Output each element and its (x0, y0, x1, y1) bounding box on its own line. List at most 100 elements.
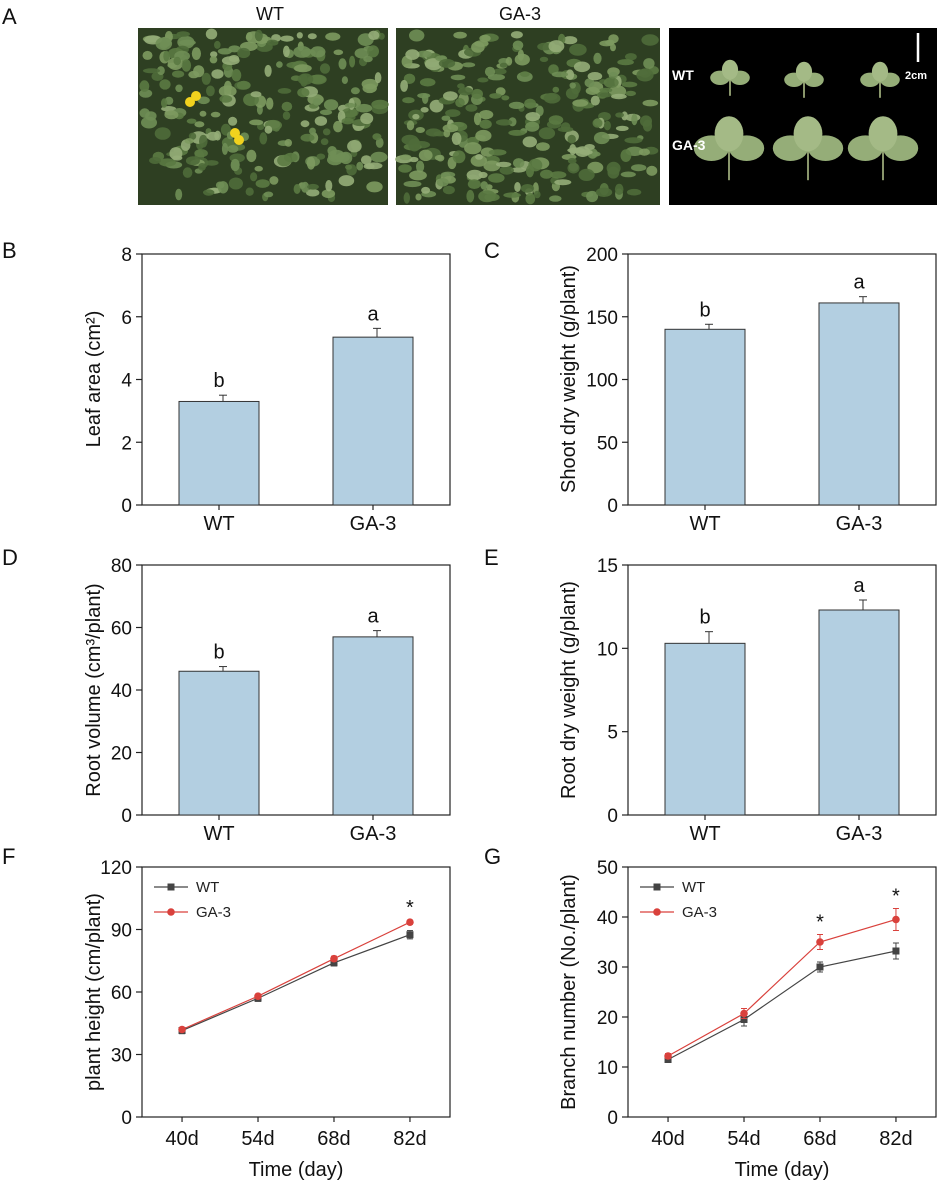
foliage-leaf (219, 95, 233, 103)
foliage-leaf (625, 90, 636, 97)
foliage-leaf (501, 95, 510, 101)
foliage-leaf (599, 92, 612, 98)
foliage-leaf (595, 187, 613, 197)
foliage-leaf (539, 56, 549, 63)
foliage-leaf (554, 179, 572, 186)
y-tick-label: 0 (121, 496, 132, 517)
foliage-leaf (314, 116, 328, 126)
foliage-leaf (231, 69, 242, 82)
foliage-leaf (172, 155, 183, 161)
foliage-leaf (297, 73, 314, 85)
data-point-wt (816, 963, 824, 971)
foliage-leaf (194, 149, 208, 158)
y-tick-label: 20 (597, 1008, 618, 1029)
foliage-leaf (266, 39, 279, 46)
foliage-leaf (347, 140, 362, 153)
foliage-leaf (615, 112, 624, 118)
y-tick-label: 15 (597, 556, 618, 577)
foliage-leaf (636, 68, 654, 82)
x-axis-title: Time (day) (735, 1159, 830, 1181)
foliage-leaf (264, 64, 272, 77)
foliage-leaf (341, 117, 354, 125)
wt-field-photo (138, 28, 389, 205)
foliage-leaf (398, 164, 412, 173)
foliage-leaf (360, 155, 372, 165)
y-tick-label: 10 (597, 1058, 618, 1079)
foliage-leaf (142, 50, 153, 60)
foliage-leaf (306, 156, 316, 170)
foliage-leaf (185, 156, 200, 166)
leaflet (793, 116, 823, 152)
foliage-leaf (478, 110, 494, 120)
foliage-leaf (217, 181, 229, 194)
foliage-leaf (610, 43, 616, 52)
panel-letter-a: A (2, 4, 17, 29)
foliage-leaf (617, 59, 634, 66)
x-tick-label: 40d (651, 1128, 684, 1150)
foliage-leaf (161, 98, 168, 108)
foliage-leaf (462, 62, 476, 68)
foliage-leaf (228, 116, 238, 126)
foliage-leaf (466, 169, 483, 181)
foliage-leaf (230, 158, 240, 172)
y-tick-label: 150 (586, 308, 618, 329)
foliage-leaf (495, 119, 513, 126)
y-tick-label: 20 (111, 744, 132, 765)
foliage-leaf (307, 33, 317, 40)
foliage-leaf (221, 142, 229, 155)
foliage-leaf (483, 160, 501, 172)
x-tick-label: WT (203, 823, 234, 845)
x-tick-label: WT (203, 513, 234, 535)
foliage-leaf (510, 167, 527, 173)
leaf-photo-label-ga3: GA-3 (672, 137, 706, 153)
foliage-leaf (179, 39, 196, 46)
foliage-leaf (514, 53, 530, 66)
foliage-leaf (495, 161, 512, 168)
panel-c: C 0 50 100 150 200 Shoot dry weight (g/plant) b… (484, 238, 937, 535)
foliage-leaf (478, 190, 496, 203)
foliage-leaf (578, 168, 595, 181)
foliage-leaf (592, 118, 603, 128)
foliage-leaf (416, 160, 425, 173)
y-tick-label: 10 (597, 639, 618, 660)
foliage-leaf (503, 192, 521, 198)
x-tick-label: 68d (803, 1128, 836, 1150)
foliage-leaf (209, 56, 218, 64)
y-axis-title: Shoot dry weight (g/plant) (558, 265, 580, 493)
x-tick-label: 82d (393, 1128, 426, 1150)
foliage-leaf (499, 165, 514, 175)
plot-frame (627, 866, 937, 1118)
x-tick-label: 82d (879, 1128, 912, 1150)
foliage-leaf (372, 133, 382, 141)
significance-star: * (892, 886, 900, 908)
foliage-leaf (615, 125, 629, 131)
x-tick-label: 68d (317, 1128, 350, 1150)
foliage-leaf (203, 189, 215, 196)
bar-wt (178, 670, 260, 816)
bar-wt (664, 642, 746, 816)
foliage-leaf (365, 162, 383, 170)
data-point-ga3 (664, 1052, 672, 1060)
foliage-leaf (255, 179, 270, 188)
legend-marker (167, 908, 175, 916)
x-tick-label: WT (689, 513, 720, 535)
foliage-leaf (409, 29, 425, 42)
series-line-wt (667, 950, 897, 1061)
legend-label: GA-3 (682, 904, 717, 921)
foliage-leaf (434, 155, 443, 161)
data-point-wt (892, 947, 900, 955)
y-tick-label: 0 (607, 496, 618, 517)
foliage-leaf (325, 32, 341, 41)
foliage-leaf (221, 56, 240, 66)
flower (191, 91, 201, 101)
foliage-leaf (237, 47, 251, 59)
foliage-leaf (363, 55, 373, 63)
panel-g: G 0 10 20 30 40 50 Branch number (No./plant) 40d… (484, 844, 937, 1181)
foliage-leaf (620, 149, 632, 163)
panel-letter-f: F (2, 844, 15, 869)
legend-label: GA-3 (196, 904, 231, 921)
x-axis-title: Time (day) (249, 1159, 344, 1181)
foliage-leaf (354, 48, 370, 59)
foliage-leaf (567, 162, 580, 174)
foliage-leaf (457, 83, 465, 89)
